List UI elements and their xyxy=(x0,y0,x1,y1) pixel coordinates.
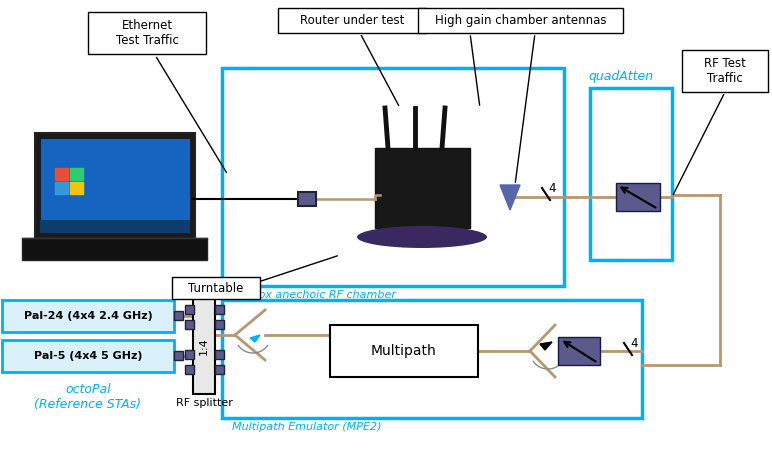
Text: Ethernet
Test Traffic: Ethernet Test Traffic xyxy=(116,19,178,47)
Polygon shape xyxy=(70,182,83,194)
Text: octoPal: octoPal xyxy=(65,383,111,396)
Text: RF Test
Traffic: RF Test Traffic xyxy=(704,57,746,85)
FancyBboxPatch shape xyxy=(185,320,194,329)
Text: (Reference STAs): (Reference STAs) xyxy=(35,398,141,411)
Text: High gain chamber antennas: High gain chamber antennas xyxy=(435,14,606,27)
FancyBboxPatch shape xyxy=(298,192,316,206)
Ellipse shape xyxy=(357,226,487,248)
Text: 4: 4 xyxy=(630,337,638,350)
FancyBboxPatch shape xyxy=(278,8,426,33)
FancyBboxPatch shape xyxy=(375,148,470,228)
FancyBboxPatch shape xyxy=(215,365,224,374)
Text: Pal-5 (4x4 5 GHz): Pal-5 (4x4 5 GHz) xyxy=(34,351,142,361)
Polygon shape xyxy=(70,168,83,180)
Text: Turntable: Turntable xyxy=(188,282,244,295)
FancyBboxPatch shape xyxy=(174,351,183,360)
Text: octoBox anechoic RF chamber: octoBox anechoic RF chamber xyxy=(227,290,396,300)
FancyBboxPatch shape xyxy=(2,340,174,372)
Polygon shape xyxy=(500,185,520,210)
FancyBboxPatch shape xyxy=(174,311,183,320)
Text: 1:4: 1:4 xyxy=(199,337,209,355)
FancyBboxPatch shape xyxy=(418,8,623,33)
Text: quadAtten: quadAtten xyxy=(588,70,653,83)
FancyBboxPatch shape xyxy=(193,298,215,394)
FancyBboxPatch shape xyxy=(185,350,194,359)
FancyBboxPatch shape xyxy=(682,50,768,92)
Polygon shape xyxy=(55,182,68,194)
FancyBboxPatch shape xyxy=(185,365,194,374)
FancyBboxPatch shape xyxy=(2,300,174,332)
FancyBboxPatch shape xyxy=(215,350,224,359)
Polygon shape xyxy=(250,335,260,342)
FancyBboxPatch shape xyxy=(185,305,194,314)
FancyBboxPatch shape xyxy=(40,138,190,233)
FancyBboxPatch shape xyxy=(35,133,195,238)
FancyBboxPatch shape xyxy=(88,12,206,54)
FancyBboxPatch shape xyxy=(330,325,478,377)
FancyBboxPatch shape xyxy=(215,320,224,329)
FancyBboxPatch shape xyxy=(172,277,260,299)
FancyBboxPatch shape xyxy=(40,220,190,233)
Polygon shape xyxy=(540,342,552,350)
FancyBboxPatch shape xyxy=(22,238,207,260)
Text: 4: 4 xyxy=(548,182,556,195)
FancyBboxPatch shape xyxy=(616,183,660,211)
Text: Multipath Emulator (MPE2): Multipath Emulator (MPE2) xyxy=(232,422,381,432)
FancyBboxPatch shape xyxy=(558,337,600,365)
Text: Multipath: Multipath xyxy=(371,344,437,358)
FancyBboxPatch shape xyxy=(215,305,224,314)
Text: Pal-24 (4x4 2.4 GHz): Pal-24 (4x4 2.4 GHz) xyxy=(24,311,152,321)
Text: Router under test: Router under test xyxy=(300,14,405,27)
Polygon shape xyxy=(55,168,68,180)
Text: RF splitter: RF splitter xyxy=(175,398,232,408)
